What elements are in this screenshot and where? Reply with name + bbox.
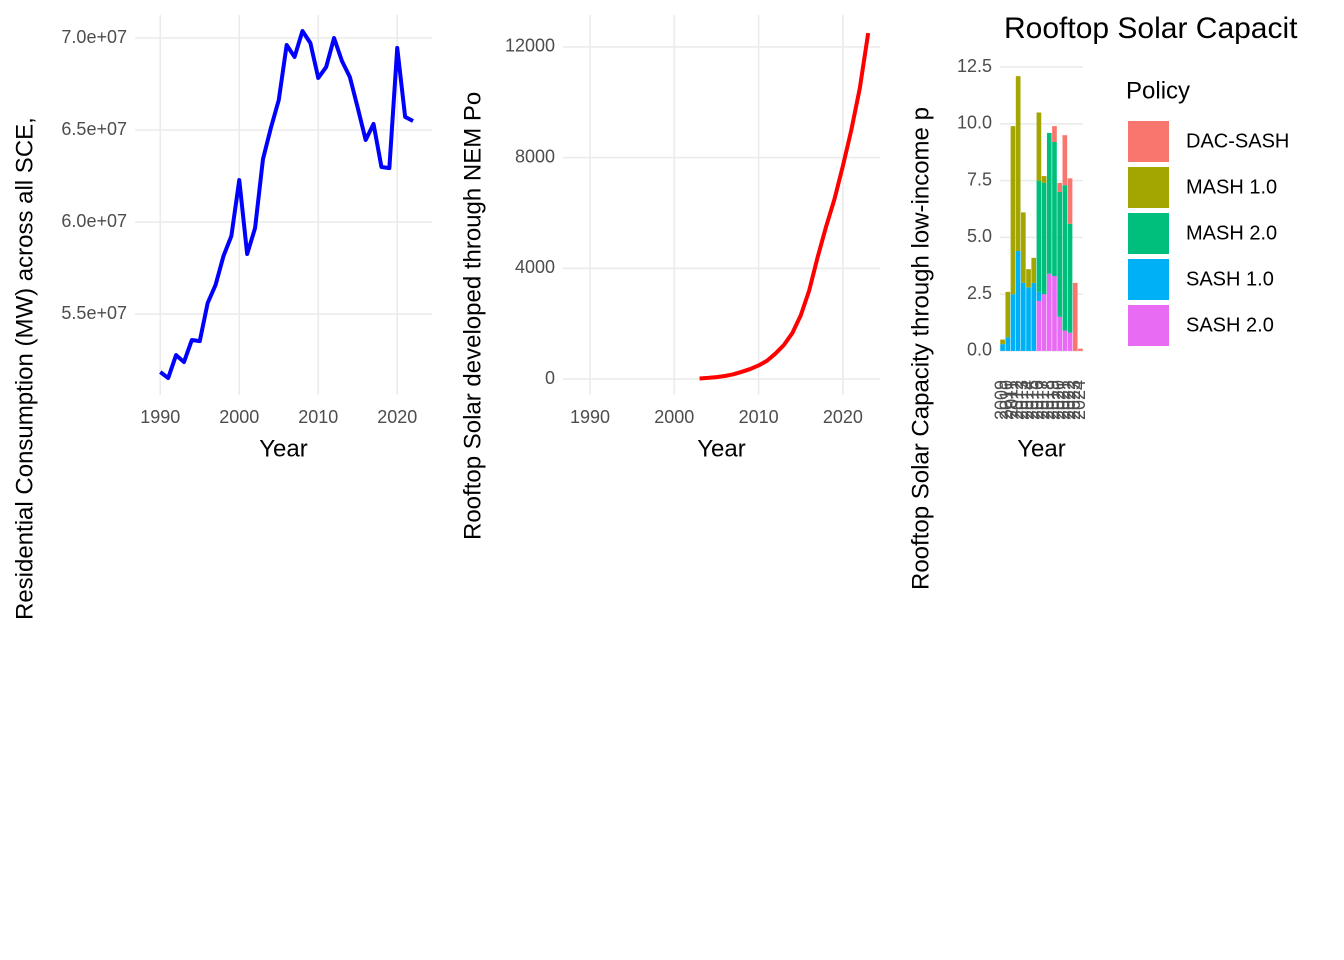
y-axis-title: Rooftop Solar Capacity through low-incom… (907, 107, 934, 590)
legend-key (1128, 259, 1169, 300)
legend-label: DAC-SASH (1186, 130, 1289, 152)
bar-segment (1031, 282, 1037, 351)
x-axis-title: Year (1017, 435, 1066, 462)
bar-segment (1021, 282, 1026, 351)
legend-label: SASH 1.0 (1186, 268, 1274, 290)
y-axis-title: Rooftop Solar developed through NEM Po (459, 92, 486, 540)
bar-segment (1015, 76, 1021, 252)
legend-key (1128, 167, 1169, 208)
y-tick-label: 8000 (515, 146, 555, 166)
x-tick-label: 2016 (1028, 380, 1048, 420)
legend-key (1128, 121, 1169, 162)
bar-segment (1067, 223, 1073, 333)
bar-segment (1000, 344, 1005, 351)
x-tick-label: 2018 (1038, 380, 1058, 420)
bar-segment (1026, 287, 1031, 351)
x-tick-label: 2021 (1054, 380, 1074, 420)
bar-segment (1036, 300, 1042, 351)
y-tick-label: 2.5 (967, 283, 992, 303)
x-tick-label: 2009 (991, 380, 1011, 420)
bar-segment (1021, 212, 1026, 283)
bar-segment (1010, 126, 1016, 295)
x-tick-label: 1990 (570, 407, 610, 427)
bar-segment (1005, 291, 1011, 338)
bar-segment (1010, 294, 1016, 351)
bar-segment (1078, 348, 1083, 351)
bar-segment (1026, 269, 1031, 288)
bar-segment (1057, 182, 1062, 192)
x-tick-label: 2022 (1059, 380, 1079, 420)
chart-title: Rooftop Solar Capacit (1004, 12, 1298, 45)
bar-segment (1067, 178, 1073, 224)
bar-segment (1062, 135, 1068, 186)
line (699, 32, 871, 381)
x-axis-title: Year (697, 435, 746, 462)
x-tick-label: 2011 (1002, 380, 1022, 419)
bar-segment (1052, 126, 1057, 143)
x-tick-label: 2000 (219, 407, 259, 427)
legend-title: Policy (1126, 77, 1190, 104)
y-tick-label: 7.5 (967, 169, 992, 189)
bar-segment (1005, 337, 1011, 351)
bar-segment (1072, 282, 1078, 351)
bar-segment (1067, 332, 1073, 351)
y-tick-label: 5.5e+07 (61, 303, 127, 323)
x-tick-label: 2000 (654, 407, 694, 427)
y-tick-label: 7.0e+07 (61, 27, 127, 47)
bar-segment (1036, 112, 1042, 181)
bar-segment (1062, 330, 1068, 351)
legend-label: SASH 2.0 (1186, 314, 1274, 336)
x-tick-label: 2013 (1012, 380, 1032, 420)
bar-segment (1052, 275, 1057, 351)
legend-key (1128, 213, 1169, 254)
y-tick-label: 5.0 (967, 226, 992, 246)
legend-label: MASH 1.0 (1186, 176, 1277, 198)
x-tick-label: 2012 (1007, 380, 1027, 420)
bar-segment (1041, 176, 1047, 183)
bar-segment (1057, 191, 1062, 317)
bar-segment (1041, 182, 1047, 295)
x-tick-label: 2010 (739, 407, 779, 427)
x-tick-label: 2020 (377, 407, 417, 427)
x-tick-label: 2017 (1033, 380, 1053, 420)
bar-segment (1057, 316, 1062, 351)
line (159, 29, 414, 381)
y-tick-label: 10.0 (957, 113, 992, 133)
bar-segment (1046, 273, 1052, 351)
x-axis-title: Year (259, 435, 308, 462)
bar-segment (1052, 142, 1057, 276)
y-tick-label: 4000 (515, 257, 555, 277)
bar-segment (1041, 294, 1047, 351)
bar-segment (1036, 180, 1042, 292)
y-tick-label: 12000 (505, 36, 555, 56)
x-tick-label: 2010 (997, 380, 1017, 420)
x-tick-label: 2014 (1017, 380, 1037, 420)
x-tick-label: 2015 (1022, 380, 1042, 420)
bar-segment (1000, 339, 1005, 345)
y-tick-label: 0 (545, 368, 555, 388)
x-tick-label: 2023 (1064, 380, 1084, 420)
bar-segment (1031, 257, 1037, 283)
x-tick-label: 2020 (823, 407, 863, 427)
x-tick-label: 2019 (1043, 380, 1063, 420)
x-tick-label: 2024 (1069, 380, 1089, 420)
y-tick-label: 6.5e+07 (61, 119, 127, 139)
x-tick-label: 2010 (298, 407, 338, 427)
bar-segment (1036, 291, 1042, 301)
legend-key (1128, 305, 1169, 346)
y-tick-label: 12.5 (957, 56, 992, 76)
x-tick-label: 2020 (1048, 380, 1068, 420)
y-tick-label: 6.0e+07 (61, 211, 127, 231)
bar-segment (1062, 185, 1068, 331)
bar-segment (1015, 251, 1021, 351)
x-tick-label: 1990 (140, 407, 180, 427)
y-axis-title: Residential Consumption (MW) across all … (11, 117, 38, 620)
y-tick-label: 0.0 (967, 340, 992, 360)
legend-label: MASH 2.0 (1186, 222, 1277, 244)
bar-segment (1046, 132, 1052, 274)
